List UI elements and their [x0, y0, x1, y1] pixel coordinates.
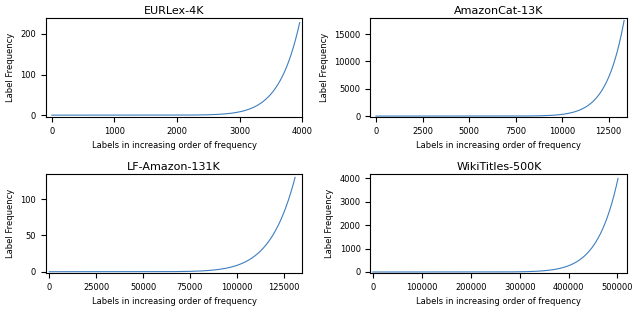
- Title: EURLex-4K: EURLex-4K: [144, 6, 204, 16]
- Title: WikiTitles-500K: WikiTitles-500K: [456, 162, 541, 172]
- X-axis label: Labels in increasing order of frequency: Labels in increasing order of frequency: [417, 141, 581, 150]
- X-axis label: Labels in increasing order of frequency: Labels in increasing order of frequency: [417, 297, 581, 306]
- Title: LF-Amazon-131K: LF-Amazon-131K: [127, 162, 221, 172]
- Title: AmazonCat-13K: AmazonCat-13K: [454, 6, 543, 16]
- X-axis label: Labels in increasing order of frequency: Labels in increasing order of frequency: [92, 141, 257, 150]
- Y-axis label: Label Frequency: Label Frequency: [6, 33, 15, 102]
- Y-axis label: Label Frequency: Label Frequency: [325, 189, 334, 258]
- Y-axis label: Label Frequency: Label Frequency: [320, 33, 329, 102]
- X-axis label: Labels in increasing order of frequency: Labels in increasing order of frequency: [92, 297, 257, 306]
- Y-axis label: Label Frequency: Label Frequency: [6, 189, 15, 258]
